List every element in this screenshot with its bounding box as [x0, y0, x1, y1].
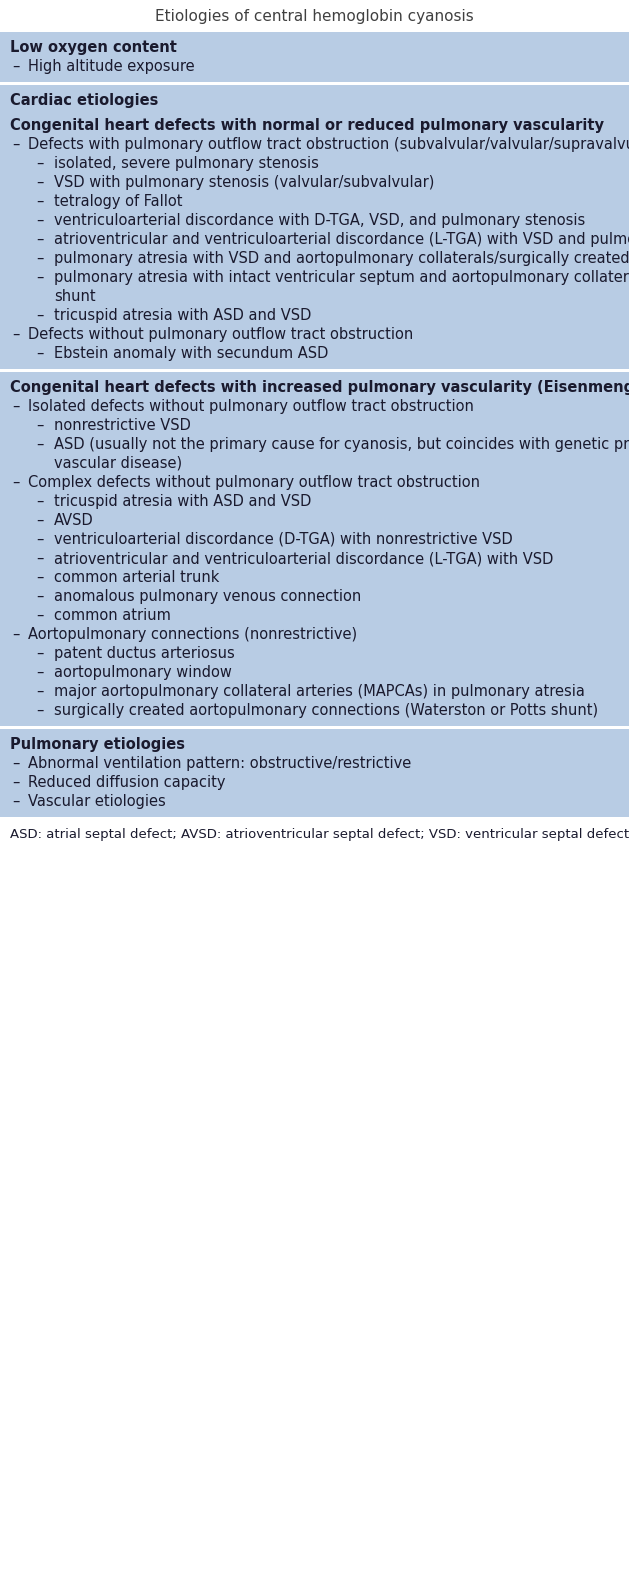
- Text: –: –: [36, 532, 43, 547]
- Text: tricuspid atresia with ASD and VSD: tricuspid atresia with ASD and VSD: [54, 309, 311, 323]
- Text: –: –: [12, 794, 19, 810]
- Text: aortopulmonary window: aortopulmonary window: [54, 665, 232, 680]
- Text: –: –: [36, 436, 43, 452]
- Text: –: –: [12, 476, 19, 490]
- Text: –: –: [36, 684, 43, 699]
- Bar: [0, 32, 629, 82]
- Text: ASD (usually not the primary cause for cyanosis, but coincides with genetic pred: ASD (usually not the primary cause for c…: [54, 436, 629, 452]
- Text: –: –: [36, 589, 43, 603]
- Text: Defects with pulmonary outflow tract obstruction (subvalvular/valvular/supravalv: Defects with pulmonary outflow tract obs…: [28, 137, 629, 153]
- Text: Isolated defects without pulmonary outflow tract obstruction: Isolated defects without pulmonary outfl…: [28, 398, 474, 414]
- Text: nonrestrictive VSD: nonrestrictive VSD: [54, 417, 191, 433]
- Text: patent ductus arteriosus: patent ductus arteriosus: [54, 646, 235, 662]
- Text: Reduced diffusion capacity: Reduced diffusion capacity: [28, 775, 226, 791]
- Text: ventriculoarterial discordance (D-TGA) with nonrestrictive VSD: ventriculoarterial discordance (D-TGA) w…: [54, 532, 513, 547]
- Text: tetralogy of Fallot: tetralogy of Fallot: [54, 194, 182, 209]
- Text: –: –: [36, 156, 43, 172]
- Text: –: –: [36, 495, 43, 509]
- Text: Aortopulmonary connections (nonrestrictive): Aortopulmonary connections (nonrestricti…: [28, 627, 357, 643]
- Bar: [0, 82, 629, 85]
- Text: –: –: [36, 309, 43, 323]
- Bar: [0, 85, 629, 369]
- Text: Complex defects without pulmonary outflow tract obstruction: Complex defects without pulmonary outflo…: [28, 476, 480, 490]
- Text: –: –: [36, 213, 43, 228]
- Text: Etiologies of central hemoglobin cyanosis: Etiologies of central hemoglobin cyanosi…: [155, 8, 474, 24]
- Text: –: –: [36, 417, 43, 433]
- Text: Cardiac etiologies: Cardiac etiologies: [10, 93, 159, 109]
- Text: –: –: [36, 513, 43, 528]
- Text: surgically created aortopulmonary connections (Waterston or Potts shunt): surgically created aortopulmonary connec…: [54, 702, 598, 718]
- Text: isolated, severe pulmonary stenosis: isolated, severe pulmonary stenosis: [54, 156, 319, 172]
- Text: –: –: [36, 702, 43, 718]
- Text: tricuspid atresia with ASD and VSD: tricuspid atresia with ASD and VSD: [54, 495, 311, 509]
- Text: Vascular etiologies: Vascular etiologies: [28, 794, 166, 810]
- Text: Pulmonary etiologies: Pulmonary etiologies: [10, 737, 185, 751]
- Text: AVSD: AVSD: [54, 513, 94, 528]
- Bar: [0, 729, 629, 817]
- Text: vascular disease): vascular disease): [54, 457, 182, 471]
- Text: shunt: shunt: [54, 288, 96, 304]
- Text: –: –: [36, 175, 43, 191]
- Text: Low oxygen content: Low oxygen content: [10, 39, 177, 55]
- Bar: [0, 369, 629, 372]
- Text: –: –: [36, 194, 43, 209]
- Text: –: –: [36, 551, 43, 565]
- Text: VSD with pulmonary stenosis (valvular/subvalvular): VSD with pulmonary stenosis (valvular/su…: [54, 175, 435, 191]
- Text: –: –: [36, 646, 43, 662]
- Text: –: –: [12, 137, 19, 153]
- Text: pulmonary atresia with intact ventricular septum and aortopulmonary collaterals/: pulmonary atresia with intact ventricula…: [54, 269, 629, 285]
- Text: –: –: [12, 328, 19, 342]
- Text: pulmonary atresia with VSD and aortopulmonary collaterals/surgically created shu: pulmonary atresia with VSD and aortopulm…: [54, 250, 629, 266]
- Text: Congenital heart defects with normal or reduced pulmonary vascularity: Congenital heart defects with normal or …: [10, 118, 604, 132]
- Text: –: –: [12, 398, 19, 414]
- Text: –: –: [36, 232, 43, 247]
- Text: ventriculoarterial discordance with D-TGA, VSD, and pulmonary stenosis: ventriculoarterial discordance with D-TG…: [54, 213, 585, 228]
- Text: –: –: [36, 570, 43, 584]
- Text: common arterial trunk: common arterial trunk: [54, 570, 220, 584]
- Text: –: –: [36, 665, 43, 680]
- Text: common atrium: common atrium: [54, 608, 171, 624]
- Text: –: –: [12, 775, 19, 791]
- Text: atrioventricular and ventriculoarterial discordance (L-TGA) with VSD: atrioventricular and ventriculoarterial …: [54, 551, 554, 565]
- Text: Defects without pulmonary outflow tract obstruction: Defects without pulmonary outflow tract …: [28, 328, 413, 342]
- Text: –: –: [36, 346, 43, 361]
- Text: –: –: [12, 58, 19, 74]
- Text: –: –: [36, 608, 43, 624]
- Text: –: –: [12, 756, 19, 772]
- Text: –: –: [12, 627, 19, 643]
- Text: major aortopulmonary collateral arteries (MAPCAs) in pulmonary atresia: major aortopulmonary collateral arteries…: [54, 684, 585, 699]
- Text: anomalous pulmonary venous connection: anomalous pulmonary venous connection: [54, 589, 361, 603]
- Text: High altitude exposure: High altitude exposure: [28, 58, 194, 74]
- Text: atrioventricular and ventriculoarterial discordance (L-TGA) with VSD and pulmona: atrioventricular and ventriculoarterial …: [54, 232, 629, 247]
- Text: Congenital heart defects with increased pulmonary vascularity (Eisenmenger syndr: Congenital heart defects with increased …: [10, 380, 629, 395]
- Text: Abnormal ventilation pattern: obstructive/restrictive: Abnormal ventilation pattern: obstructiv…: [28, 756, 411, 772]
- Text: ASD: atrial septal defect; AVSD: atrioventricular septal defect; VSD: ventricula: ASD: atrial septal defect; AVSD: atriove…: [10, 828, 629, 841]
- Text: –: –: [36, 250, 43, 266]
- Text: Ebstein anomaly with secundum ASD: Ebstein anomaly with secundum ASD: [54, 346, 328, 361]
- Bar: [0, 726, 629, 729]
- Text: –: –: [36, 269, 43, 285]
- Bar: [0, 372, 629, 726]
